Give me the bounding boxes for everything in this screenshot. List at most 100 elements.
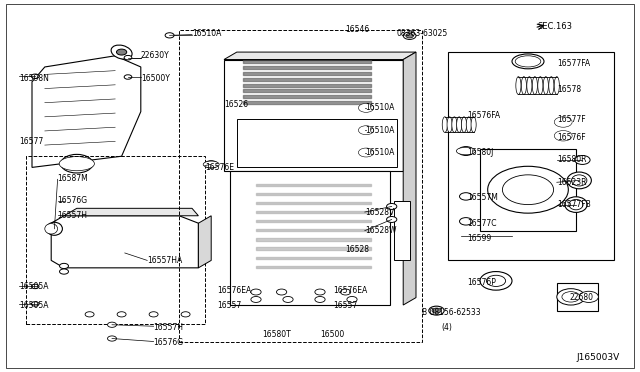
Circle shape bbox=[108, 336, 116, 341]
Ellipse shape bbox=[567, 172, 591, 189]
Ellipse shape bbox=[471, 117, 476, 132]
Circle shape bbox=[406, 33, 413, 38]
Text: 16577F: 16577F bbox=[557, 115, 586, 124]
Text: 16557HA: 16557HA bbox=[147, 256, 182, 265]
Text: 16576EA: 16576EA bbox=[218, 286, 252, 295]
Circle shape bbox=[558, 119, 568, 125]
Circle shape bbox=[403, 32, 416, 39]
Text: 16576FA: 16576FA bbox=[467, 111, 500, 120]
Ellipse shape bbox=[466, 117, 471, 132]
Circle shape bbox=[554, 131, 572, 141]
Circle shape bbox=[165, 33, 174, 38]
Circle shape bbox=[558, 133, 568, 139]
Circle shape bbox=[486, 169, 570, 218]
Ellipse shape bbox=[572, 175, 587, 186]
Ellipse shape bbox=[569, 199, 583, 210]
Circle shape bbox=[116, 49, 127, 55]
Ellipse shape bbox=[515, 56, 541, 67]
Ellipse shape bbox=[548, 77, 554, 94]
Circle shape bbox=[387, 203, 397, 209]
Text: 16577C: 16577C bbox=[467, 219, 497, 228]
Bar bbox=[448, 52, 614, 260]
Text: 16580T: 16580T bbox=[262, 330, 291, 339]
Polygon shape bbox=[224, 60, 403, 171]
Circle shape bbox=[283, 296, 293, 302]
Text: 16510A: 16510A bbox=[365, 103, 394, 112]
Bar bbox=[237, 119, 397, 167]
Circle shape bbox=[31, 284, 39, 289]
Ellipse shape bbox=[527, 77, 532, 94]
Circle shape bbox=[579, 291, 598, 302]
Bar bbox=[179, 30, 422, 342]
Circle shape bbox=[387, 217, 397, 222]
Circle shape bbox=[554, 117, 572, 127]
Polygon shape bbox=[230, 171, 390, 305]
Polygon shape bbox=[198, 216, 211, 268]
Circle shape bbox=[432, 308, 441, 313]
Text: 16576F: 16576F bbox=[557, 133, 586, 142]
Circle shape bbox=[61, 154, 93, 173]
Text: 08363-63025: 08363-63025 bbox=[397, 29, 448, 38]
Text: J165003V: J165003V bbox=[576, 353, 620, 362]
Circle shape bbox=[124, 55, 132, 60]
Circle shape bbox=[181, 312, 190, 317]
Circle shape bbox=[251, 289, 261, 295]
Text: 16510A: 16510A bbox=[365, 148, 394, 157]
Circle shape bbox=[149, 312, 158, 317]
Ellipse shape bbox=[452, 117, 457, 132]
Circle shape bbox=[486, 275, 506, 286]
Ellipse shape bbox=[111, 45, 132, 59]
Circle shape bbox=[488, 166, 568, 213]
Text: 22630Y: 22630Y bbox=[141, 51, 170, 60]
Text: 16528W: 16528W bbox=[365, 226, 396, 235]
Text: 16528: 16528 bbox=[346, 245, 370, 254]
Text: 16577: 16577 bbox=[19, 137, 44, 146]
Text: 22680: 22680 bbox=[570, 293, 594, 302]
Circle shape bbox=[205, 161, 218, 168]
Text: 16577FB: 16577FB bbox=[557, 200, 591, 209]
Ellipse shape bbox=[543, 77, 548, 94]
Ellipse shape bbox=[538, 77, 543, 94]
Circle shape bbox=[60, 263, 68, 269]
Circle shape bbox=[347, 296, 357, 302]
Text: 16557H: 16557H bbox=[154, 323, 184, 332]
Polygon shape bbox=[403, 52, 416, 305]
Circle shape bbox=[340, 289, 351, 295]
Ellipse shape bbox=[512, 54, 544, 69]
Text: 16557: 16557 bbox=[218, 301, 242, 310]
Polygon shape bbox=[51, 216, 198, 268]
Circle shape bbox=[315, 296, 325, 302]
Polygon shape bbox=[64, 208, 198, 216]
Text: 16510A: 16510A bbox=[192, 29, 221, 38]
Text: 16576G: 16576G bbox=[58, 196, 88, 205]
Circle shape bbox=[60, 269, 68, 274]
Text: 16546: 16546 bbox=[346, 25, 370, 34]
Ellipse shape bbox=[554, 77, 559, 94]
Ellipse shape bbox=[447, 117, 452, 132]
Circle shape bbox=[499, 177, 557, 210]
Text: 16576EA: 16576EA bbox=[333, 286, 367, 295]
Text: B 08156-62533: B 08156-62533 bbox=[422, 308, 481, 317]
Ellipse shape bbox=[456, 147, 476, 155]
Circle shape bbox=[460, 218, 472, 225]
Ellipse shape bbox=[522, 77, 527, 94]
Text: 16599: 16599 bbox=[467, 234, 492, 243]
Ellipse shape bbox=[457, 117, 462, 132]
Polygon shape bbox=[480, 149, 576, 231]
Ellipse shape bbox=[204, 161, 219, 168]
Circle shape bbox=[108, 322, 116, 327]
Circle shape bbox=[358, 126, 374, 135]
Circle shape bbox=[251, 296, 261, 302]
Text: 16505A: 16505A bbox=[19, 282, 49, 291]
Text: SEC.163: SEC.163 bbox=[538, 22, 573, 31]
Text: 16557M: 16557M bbox=[467, 193, 498, 202]
Circle shape bbox=[85, 312, 94, 317]
Text: 16528V: 16528V bbox=[365, 208, 394, 217]
Circle shape bbox=[562, 292, 580, 302]
Text: 16578: 16578 bbox=[557, 85, 581, 94]
Circle shape bbox=[557, 289, 585, 305]
Text: 16500: 16500 bbox=[320, 330, 344, 339]
Text: 16577FA: 16577FA bbox=[557, 59, 590, 68]
Text: (4): (4) bbox=[442, 323, 452, 332]
Circle shape bbox=[362, 150, 371, 155]
